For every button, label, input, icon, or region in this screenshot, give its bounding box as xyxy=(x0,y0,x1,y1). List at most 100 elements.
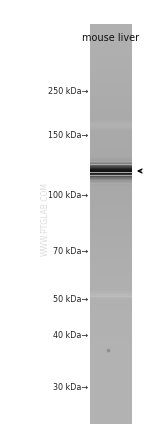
Bar xyxy=(90,46,132,48)
Bar xyxy=(90,90,132,92)
Bar xyxy=(90,292,132,293)
Bar xyxy=(90,234,132,236)
Bar xyxy=(90,222,132,224)
Bar xyxy=(90,158,132,160)
Bar xyxy=(90,310,132,312)
Bar xyxy=(90,224,132,226)
Bar xyxy=(90,366,132,368)
Bar xyxy=(90,294,132,296)
Bar xyxy=(90,384,132,386)
Bar xyxy=(90,262,132,264)
Bar xyxy=(90,226,132,228)
Bar xyxy=(90,58,132,60)
Bar xyxy=(90,336,132,338)
Bar xyxy=(90,244,132,246)
Bar xyxy=(90,179,132,180)
Bar xyxy=(90,134,132,136)
Bar xyxy=(90,152,132,154)
Bar xyxy=(90,166,132,168)
Bar xyxy=(90,119,132,120)
Bar xyxy=(90,410,132,412)
Bar xyxy=(90,270,132,272)
Text: mouse liver: mouse liver xyxy=(82,33,140,43)
Bar xyxy=(90,268,132,270)
Text: 100 kDa→: 100 kDa→ xyxy=(48,191,88,201)
Bar xyxy=(90,140,132,142)
Bar xyxy=(90,248,132,250)
Bar xyxy=(90,162,132,163)
Bar xyxy=(90,110,132,112)
Bar xyxy=(90,60,132,62)
Bar xyxy=(90,194,132,196)
Bar xyxy=(90,378,132,380)
Bar xyxy=(90,352,132,354)
Bar xyxy=(90,295,132,296)
Bar xyxy=(90,404,132,406)
Bar xyxy=(90,108,132,110)
Bar xyxy=(90,368,132,370)
Bar xyxy=(90,36,132,38)
Bar xyxy=(90,88,132,90)
Bar xyxy=(90,216,132,218)
Bar xyxy=(90,298,132,300)
Bar xyxy=(90,346,132,348)
Bar xyxy=(90,186,132,188)
Bar xyxy=(90,348,132,350)
Bar xyxy=(90,130,132,132)
Bar xyxy=(90,122,132,124)
Bar xyxy=(90,406,132,408)
Bar xyxy=(90,166,132,167)
Bar xyxy=(90,26,132,28)
Bar xyxy=(90,123,132,124)
Bar xyxy=(90,100,132,102)
Bar xyxy=(90,146,132,148)
Bar xyxy=(90,388,132,390)
Bar xyxy=(90,332,132,334)
Bar xyxy=(90,171,132,172)
Bar xyxy=(90,358,132,360)
Bar xyxy=(90,230,132,232)
Bar xyxy=(90,68,132,70)
Bar xyxy=(90,232,132,234)
Bar xyxy=(90,48,132,50)
Bar xyxy=(90,154,132,155)
Bar xyxy=(90,308,132,310)
Bar xyxy=(90,212,132,214)
Bar xyxy=(90,82,132,84)
Bar xyxy=(90,422,132,424)
Bar xyxy=(90,24,132,26)
Bar xyxy=(90,184,132,186)
Bar xyxy=(90,180,132,182)
Bar xyxy=(90,260,132,262)
Bar xyxy=(90,380,132,382)
Bar xyxy=(90,412,132,414)
Text: 40 kDa→: 40 kDa→ xyxy=(53,330,88,340)
Bar xyxy=(90,258,132,260)
Bar xyxy=(90,175,132,176)
Bar xyxy=(90,192,132,194)
Bar xyxy=(90,414,132,416)
Bar xyxy=(90,238,132,240)
Bar xyxy=(90,96,132,98)
Bar xyxy=(90,157,132,158)
Bar xyxy=(90,288,132,290)
Bar xyxy=(90,114,132,116)
Bar xyxy=(90,168,132,169)
Bar xyxy=(90,290,132,292)
Bar xyxy=(90,92,132,94)
Bar xyxy=(90,214,132,216)
Bar xyxy=(90,344,132,346)
Bar xyxy=(90,206,132,208)
Bar xyxy=(90,136,132,138)
Bar xyxy=(90,154,132,156)
Bar xyxy=(90,280,132,282)
Bar xyxy=(90,74,132,76)
Bar xyxy=(90,390,132,392)
Bar xyxy=(90,354,132,356)
Bar xyxy=(90,189,132,190)
Bar xyxy=(90,127,132,128)
Bar xyxy=(90,72,132,74)
Bar xyxy=(90,168,132,170)
Bar xyxy=(90,122,132,123)
Bar xyxy=(90,178,132,180)
